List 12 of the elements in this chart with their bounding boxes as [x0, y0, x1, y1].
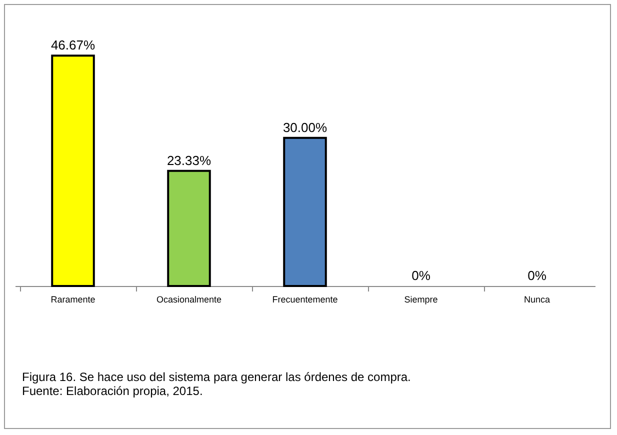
x-tick-label: Frecuentemente — [272, 294, 338, 304]
text: Figura 16. Se hace uso del sistema para generar las órdenes de compra. — [22, 370, 412, 384]
data-label: 0% — [412, 268, 431, 283]
x-tick-label: Raramente — [50, 294, 96, 304]
data-label: 30.00% — [282, 120, 328, 135]
data-label: 46.67% — [50, 38, 96, 53]
x-tick-label: Ocasionalmente — [156, 294, 222, 304]
data-label: 0% — [528, 268, 547, 283]
x-tick-label: Nunca — [524, 294, 550, 304]
x-tick-label: Siempre — [404, 294, 438, 304]
source-note: Fuente: Elaboración propia, 2015. — [22, 384, 204, 398]
data-label: 23.33% — [166, 152, 212, 168]
